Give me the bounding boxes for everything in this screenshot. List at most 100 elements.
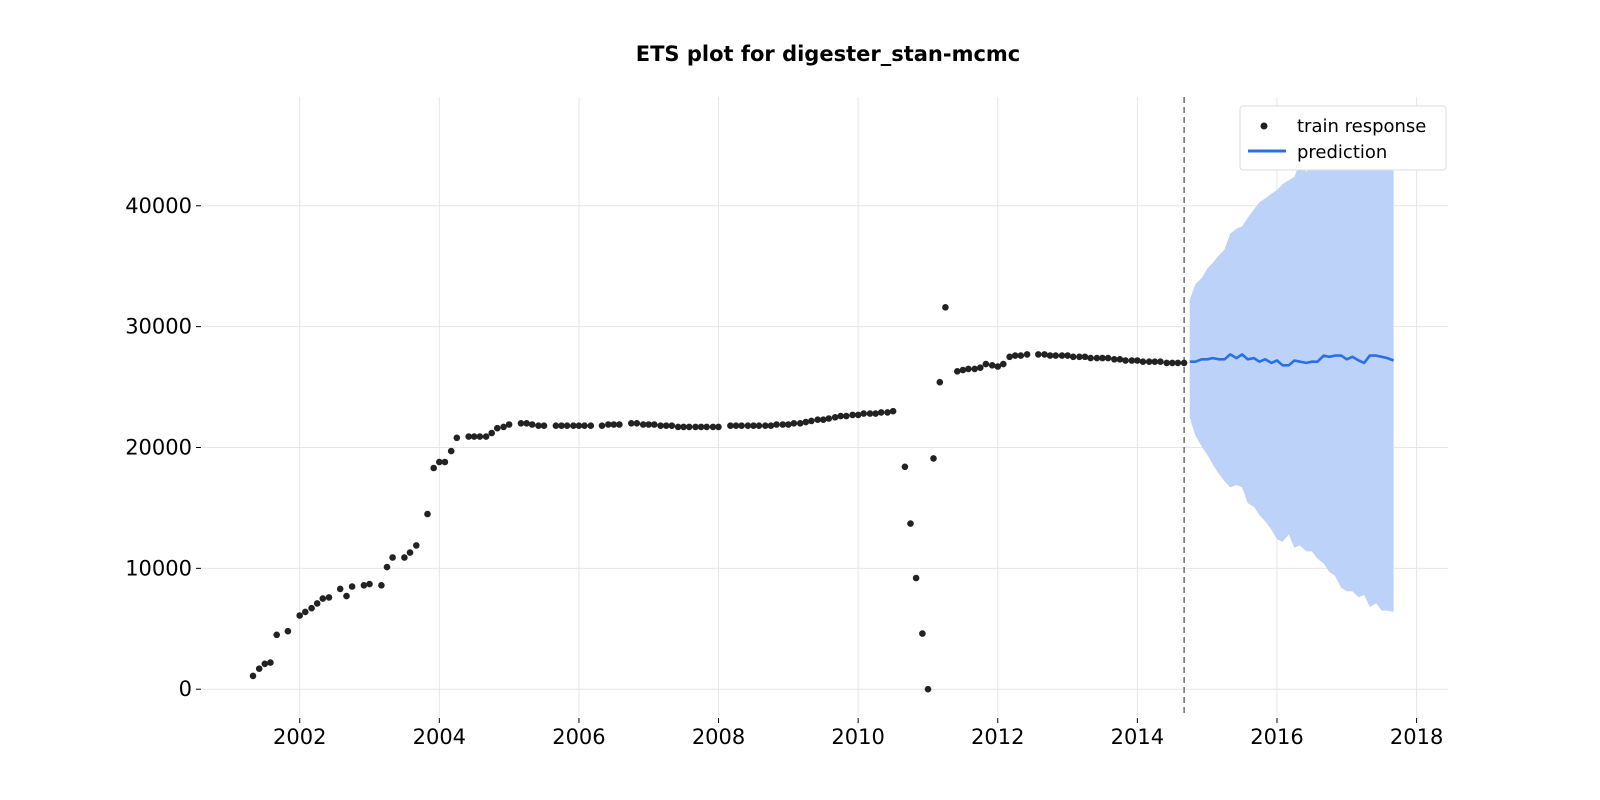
train-point-91 xyxy=(854,411,862,419)
train-point-135 xyxy=(1128,357,1136,364)
train-point-33 xyxy=(488,429,496,437)
train-point-18 xyxy=(383,563,391,571)
train-point-99 xyxy=(907,520,914,527)
train-point-113 xyxy=(994,363,1002,370)
train-point-20 xyxy=(401,554,408,561)
train-point-41 xyxy=(540,422,548,430)
train-point-24 xyxy=(430,464,438,472)
train-point-8 xyxy=(308,604,315,612)
y-tick-label-30000: 30000 xyxy=(125,315,192,339)
train-point-26 xyxy=(441,458,449,466)
train-point-40 xyxy=(535,422,542,430)
legend-box xyxy=(1239,105,1447,171)
train-point-23 xyxy=(424,510,431,518)
y-tick-label-20000: 20000 xyxy=(125,435,192,459)
train-point-12 xyxy=(336,585,344,593)
train-response-points xyxy=(249,304,1188,693)
train-point-21 xyxy=(406,549,414,556)
train-point-129 xyxy=(1093,354,1101,362)
train-point-142 xyxy=(1169,359,1176,367)
train-point-60 xyxy=(668,422,676,430)
train-point-39 xyxy=(528,421,536,428)
train-point-110 xyxy=(977,364,984,372)
train-point-38 xyxy=(523,420,530,427)
train-point-125 xyxy=(1069,353,1077,361)
train-point-69 xyxy=(727,422,734,430)
train-point-75 xyxy=(762,422,769,430)
train-point-81 xyxy=(796,420,804,427)
train-point-132 xyxy=(1111,356,1118,363)
train-point-6 xyxy=(296,612,304,619)
train-point-51 xyxy=(610,421,618,428)
train-point-115 xyxy=(1006,353,1013,361)
train-point-105 xyxy=(942,304,949,311)
train-point-107 xyxy=(959,366,967,374)
train-point-7 xyxy=(302,608,309,616)
train-point-2 xyxy=(261,660,269,668)
train-point-3 xyxy=(267,659,274,666)
train-point-42 xyxy=(552,422,560,430)
train-point-85 xyxy=(820,416,827,424)
train-point-44 xyxy=(563,422,571,430)
x-axis-ticks: 2002 2004 2006 2008 2010 2012 2014 2016 2018 xyxy=(273,718,1443,749)
train-point-102 xyxy=(924,685,932,693)
train-point-63 xyxy=(685,423,693,431)
train-point-5 xyxy=(284,627,292,635)
train-point-94 xyxy=(872,410,879,417)
train-point-70 xyxy=(732,422,740,430)
train-point-14 xyxy=(348,583,356,590)
train-point-120 xyxy=(1041,351,1048,358)
train-point-30 xyxy=(470,433,478,440)
chart-title: ETS plot for digester_stan-mcmc xyxy=(636,42,1021,66)
y-tick-label-10000: 10000 xyxy=(125,556,192,580)
train-point-77 xyxy=(773,421,780,428)
train-point-43 xyxy=(558,422,565,430)
x-tick-label-2006: 2006 xyxy=(552,725,605,749)
train-point-97 xyxy=(889,407,897,415)
train-point-126 xyxy=(1076,353,1083,361)
legend: train response prediction xyxy=(1239,105,1447,171)
train-point-76 xyxy=(767,422,775,430)
train-point-92 xyxy=(860,410,867,417)
y-tick-label-40000: 40000 xyxy=(125,194,192,218)
train-point-62 xyxy=(680,423,687,431)
train-point-122 xyxy=(1052,352,1059,359)
train-point-67 xyxy=(709,423,717,431)
train-point-136 xyxy=(1134,357,1141,364)
x-tick-label-2008: 2008 xyxy=(692,725,745,749)
prediction-line xyxy=(1189,353,1395,367)
train-point-47 xyxy=(581,422,588,430)
train-point-74 xyxy=(755,422,763,430)
train-point-95 xyxy=(877,409,885,416)
train-point-4 xyxy=(273,631,281,639)
train-point-11 xyxy=(325,594,333,601)
train-point-101 xyxy=(919,630,926,637)
train-point-64 xyxy=(692,423,699,431)
train-point-131 xyxy=(1104,354,1112,362)
train-point-46 xyxy=(575,422,583,430)
train-point-127 xyxy=(1081,353,1089,361)
legend-marker-train-response xyxy=(1260,122,1268,130)
train-point-45 xyxy=(570,422,577,430)
train-point-27 xyxy=(447,447,455,455)
train-point-87 xyxy=(831,414,839,421)
train-point-118 xyxy=(1023,351,1031,358)
train-point-98 xyxy=(901,463,909,471)
train-point-137 xyxy=(1139,358,1147,366)
train-point-89 xyxy=(843,412,850,420)
x-tick-label-2012: 2012 xyxy=(971,725,1024,749)
train-point-68 xyxy=(715,423,722,431)
train-point-55 xyxy=(639,421,647,428)
train-point-10 xyxy=(319,595,327,602)
train-point-84 xyxy=(814,416,821,424)
train-point-66 xyxy=(703,423,710,431)
train-point-15 xyxy=(360,582,368,589)
train-point-72 xyxy=(744,422,752,430)
train-point-58 xyxy=(657,422,664,430)
train-point-116 xyxy=(1011,352,1019,359)
train-point-138 xyxy=(1145,358,1153,366)
train-point-1 xyxy=(255,665,263,672)
train-point-109 xyxy=(971,365,978,373)
train-point-22 xyxy=(413,542,420,549)
